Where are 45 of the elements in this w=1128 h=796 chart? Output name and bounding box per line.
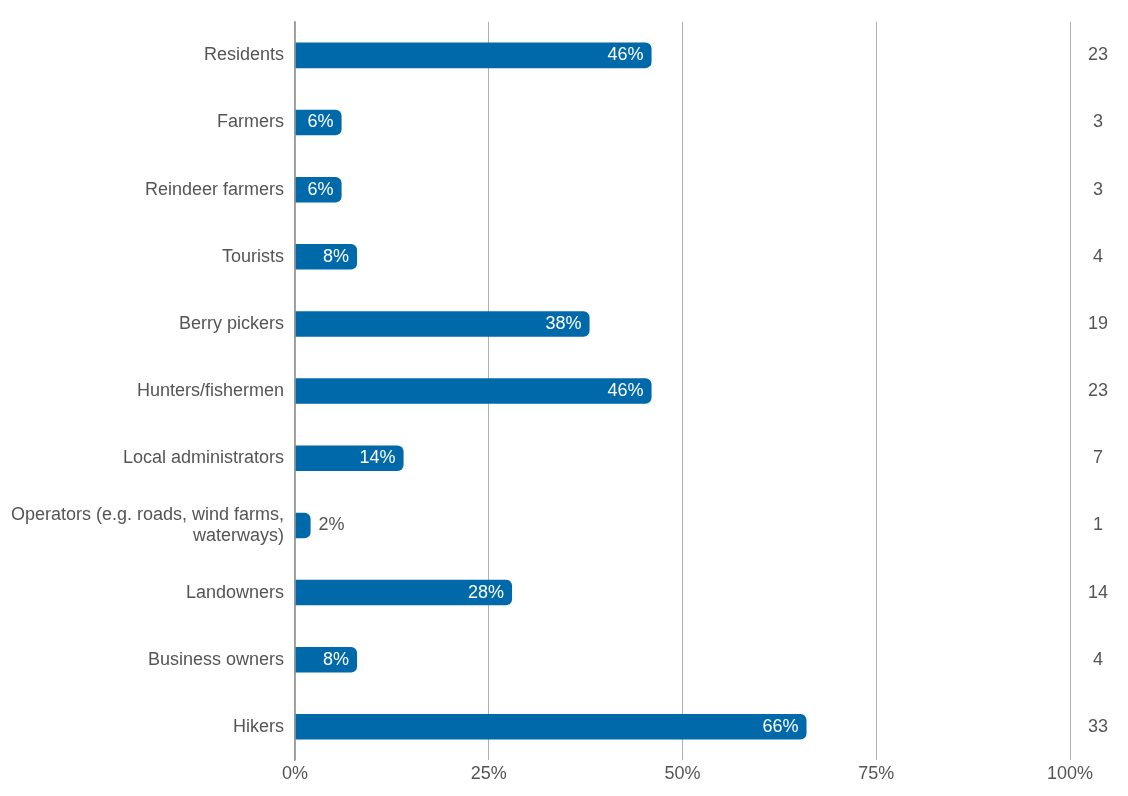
- bar: [295, 378, 652, 404]
- y-tick-label: Farmers: [217, 111, 285, 132]
- data-label: 2%: [318, 514, 345, 535]
- text: 23: [1087, 44, 1109, 65]
- data-label: 46%: [607, 44, 644, 65]
- bar: [295, 512, 311, 539]
- text: 7: [1092, 447, 1104, 468]
- y-tick-label: Berry pickers: [179, 312, 285, 333]
- text: 23: [1087, 380, 1109, 401]
- x-tick-label: 0%: [282, 763, 309, 784]
- data-label: 8%: [323, 648, 350, 669]
- text: 19: [1087, 312, 1109, 333]
- text: 4: [1092, 245, 1104, 266]
- y-tick-label: Local administrators: [123, 447, 285, 468]
- y-tick-label: Tourists: [222, 245, 285, 266]
- bar: [295, 311, 590, 337]
- text: 14: [1087, 581, 1109, 602]
- y-tick-label: Landowners: [186, 581, 285, 602]
- text: 4: [1092, 648, 1104, 669]
- bar: [295, 714, 807, 740]
- text: 3: [1092, 178, 1104, 199]
- bar: [295, 42, 652, 69]
- y-tick-label: Hikers: [233, 715, 285, 736]
- text: 3: [1092, 111, 1104, 132]
- data-label: 6%: [307, 111, 334, 132]
- y-tick-label: Reindeer farmers: [145, 178, 285, 199]
- y-tick-label: Operators (e.g. roads, wind farms, waterways): [10, 503, 285, 546]
- text: 1: [1092, 514, 1104, 535]
- y-tick-label: Residents: [204, 44, 285, 65]
- data-label: 66%: [762, 715, 799, 736]
- bar: [295, 445, 404, 471]
- data-label: 46%: [607, 380, 644, 401]
- text: 33: [1087, 715, 1109, 736]
- data-label: 6%: [307, 178, 334, 199]
- x-tick-label: 100%: [1046, 763, 1094, 784]
- data-label: 8%: [323, 245, 350, 266]
- data-label: 38%: [545, 312, 582, 333]
- x-tick-label: 75%: [858, 763, 895, 784]
- x-tick-label: 25%: [470, 763, 507, 784]
- y-tick-label: Business owners: [148, 648, 285, 669]
- y-tick-label: Hunters/fishermen: [137, 380, 285, 401]
- bar: [295, 579, 513, 606]
- data-label: 28%: [468, 581, 505, 602]
- x-tick-label: 50%: [664, 763, 701, 784]
- data-label: 14%: [359, 447, 396, 468]
